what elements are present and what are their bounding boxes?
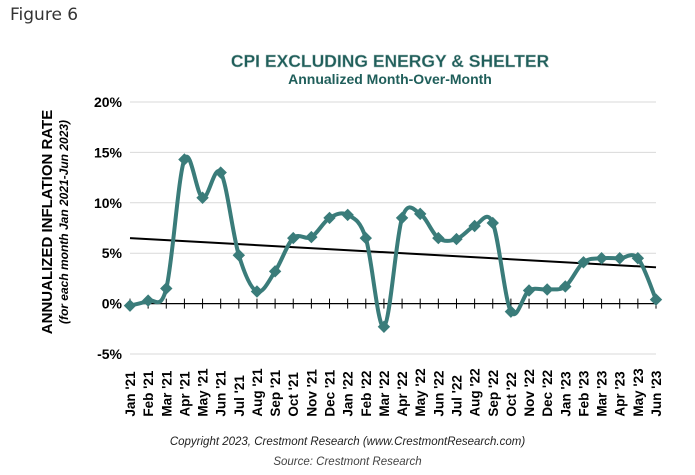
x-tick-label: Mar '22 xyxy=(377,371,392,417)
data-point-marker xyxy=(613,252,626,265)
data-point-marker xyxy=(559,280,572,293)
data-point-marker xyxy=(123,299,137,312)
data-point-marker xyxy=(595,252,608,265)
x-tick-label: Apr '22 xyxy=(395,371,410,416)
x-tick-label: May '22 xyxy=(413,368,428,416)
x-tick-label: Jun '21 xyxy=(214,370,229,416)
data-point-marker xyxy=(413,207,427,221)
chart-title: CPI EXCLUDING ENERGY & SHELTER xyxy=(231,51,550,71)
x-tick-label: Jun '22 xyxy=(431,371,446,417)
y-axis-sublabel: (for each month Jan 2021-Jun 2023) xyxy=(57,120,71,324)
y-tick-label: 15% xyxy=(94,144,123,160)
chart-subtitle: Annualized Month-Over-Month xyxy=(288,71,492,87)
x-tick-label: Feb '21 xyxy=(141,370,156,416)
data-point-marker xyxy=(268,265,282,278)
x-tick-label: Sep '21 xyxy=(268,369,283,416)
x-tick-label: Feb '23 xyxy=(576,370,591,416)
x-tick-label: Apr '21 xyxy=(177,371,192,417)
copyright-text: Copyright 2023, Crestmont Research (www.… xyxy=(169,436,526,448)
data-point-marker xyxy=(468,219,481,233)
x-tick-label: Jan '21 xyxy=(123,371,138,417)
data-point-marker xyxy=(631,252,645,265)
data-point-marker xyxy=(504,305,518,318)
data-point-marker xyxy=(486,216,499,230)
x-tick-label: Dec '22 xyxy=(540,370,555,417)
y-tick-label: -5% xyxy=(97,346,122,362)
data-point-marker xyxy=(214,166,227,179)
series-layer xyxy=(123,153,663,333)
x-tick-label: Jul '22 xyxy=(449,375,464,416)
data-point-marker xyxy=(250,285,264,298)
data-point-marker xyxy=(377,320,391,333)
data-point-marker xyxy=(450,232,463,246)
x-tick-label: Feb '22 xyxy=(359,371,374,417)
data-point-marker xyxy=(540,283,554,296)
x-tick-label: Jul '21 xyxy=(232,375,247,417)
x-tick-label: Jan '23 xyxy=(558,371,573,417)
x-tick-label: May '21 xyxy=(196,368,211,417)
trend-line xyxy=(129,237,657,269)
data-point-marker xyxy=(649,293,663,306)
data-point-marker xyxy=(323,211,336,225)
x-tick-label: Apr '23 xyxy=(613,371,628,417)
data-point-marker xyxy=(160,282,173,295)
x-tick-label: Mar '23 xyxy=(595,370,610,416)
x-tick-label: Jun '23 xyxy=(649,370,664,416)
data-point-marker xyxy=(178,153,191,166)
figure-label: Figure 6 xyxy=(10,5,79,25)
x-tick-label: Nov '21 xyxy=(304,369,319,417)
x-tick-label: Aug '22 xyxy=(468,368,483,416)
x-tick-label: Mar '21 xyxy=(159,370,174,416)
data-point-marker xyxy=(305,230,318,244)
y-tick-label: 0% xyxy=(102,296,123,312)
source-text: Source: Crestmont Research xyxy=(273,456,422,468)
x-tick-label: Oct '22 xyxy=(504,372,519,416)
data-point-marker xyxy=(341,208,354,222)
x-tick-label: Jan '22 xyxy=(341,371,356,416)
x-tick-label: Aug '21 xyxy=(250,368,265,417)
axis-layer: -5% 0% 5% 10% 15% 20% xyxy=(94,94,657,362)
grid-layer xyxy=(130,101,656,355)
y-axis-label: ANNUALIZED INFLATION RATE xyxy=(39,110,56,334)
x-tick-label: Dec '21 xyxy=(323,369,338,416)
x-tick-label: Nov '22 xyxy=(522,369,537,416)
x-tick-label: Oct '21 xyxy=(286,372,301,417)
data-point-marker xyxy=(141,294,155,307)
x-tick-label: May '23 xyxy=(631,368,646,417)
data-point-marker xyxy=(196,191,209,204)
y-tick-label: 20% xyxy=(94,94,123,110)
data-point-marker xyxy=(359,231,373,245)
data-point-marker xyxy=(395,211,409,225)
x-tick-label: Sep '22 xyxy=(486,370,501,417)
data-point-marker xyxy=(522,284,536,297)
xlabel-layer: Jan '21 Feb '21 Mar '21 Apr '21 May '21 Jun '… xyxy=(123,368,664,417)
data-point-marker xyxy=(432,231,445,245)
data-point-marker xyxy=(232,249,246,262)
data-point-marker xyxy=(287,231,300,245)
data-point-marker xyxy=(577,256,590,269)
y-tick-label: 5% xyxy=(102,245,123,261)
trend-layer xyxy=(129,237,657,269)
y-tick-label: 10% xyxy=(94,195,123,211)
